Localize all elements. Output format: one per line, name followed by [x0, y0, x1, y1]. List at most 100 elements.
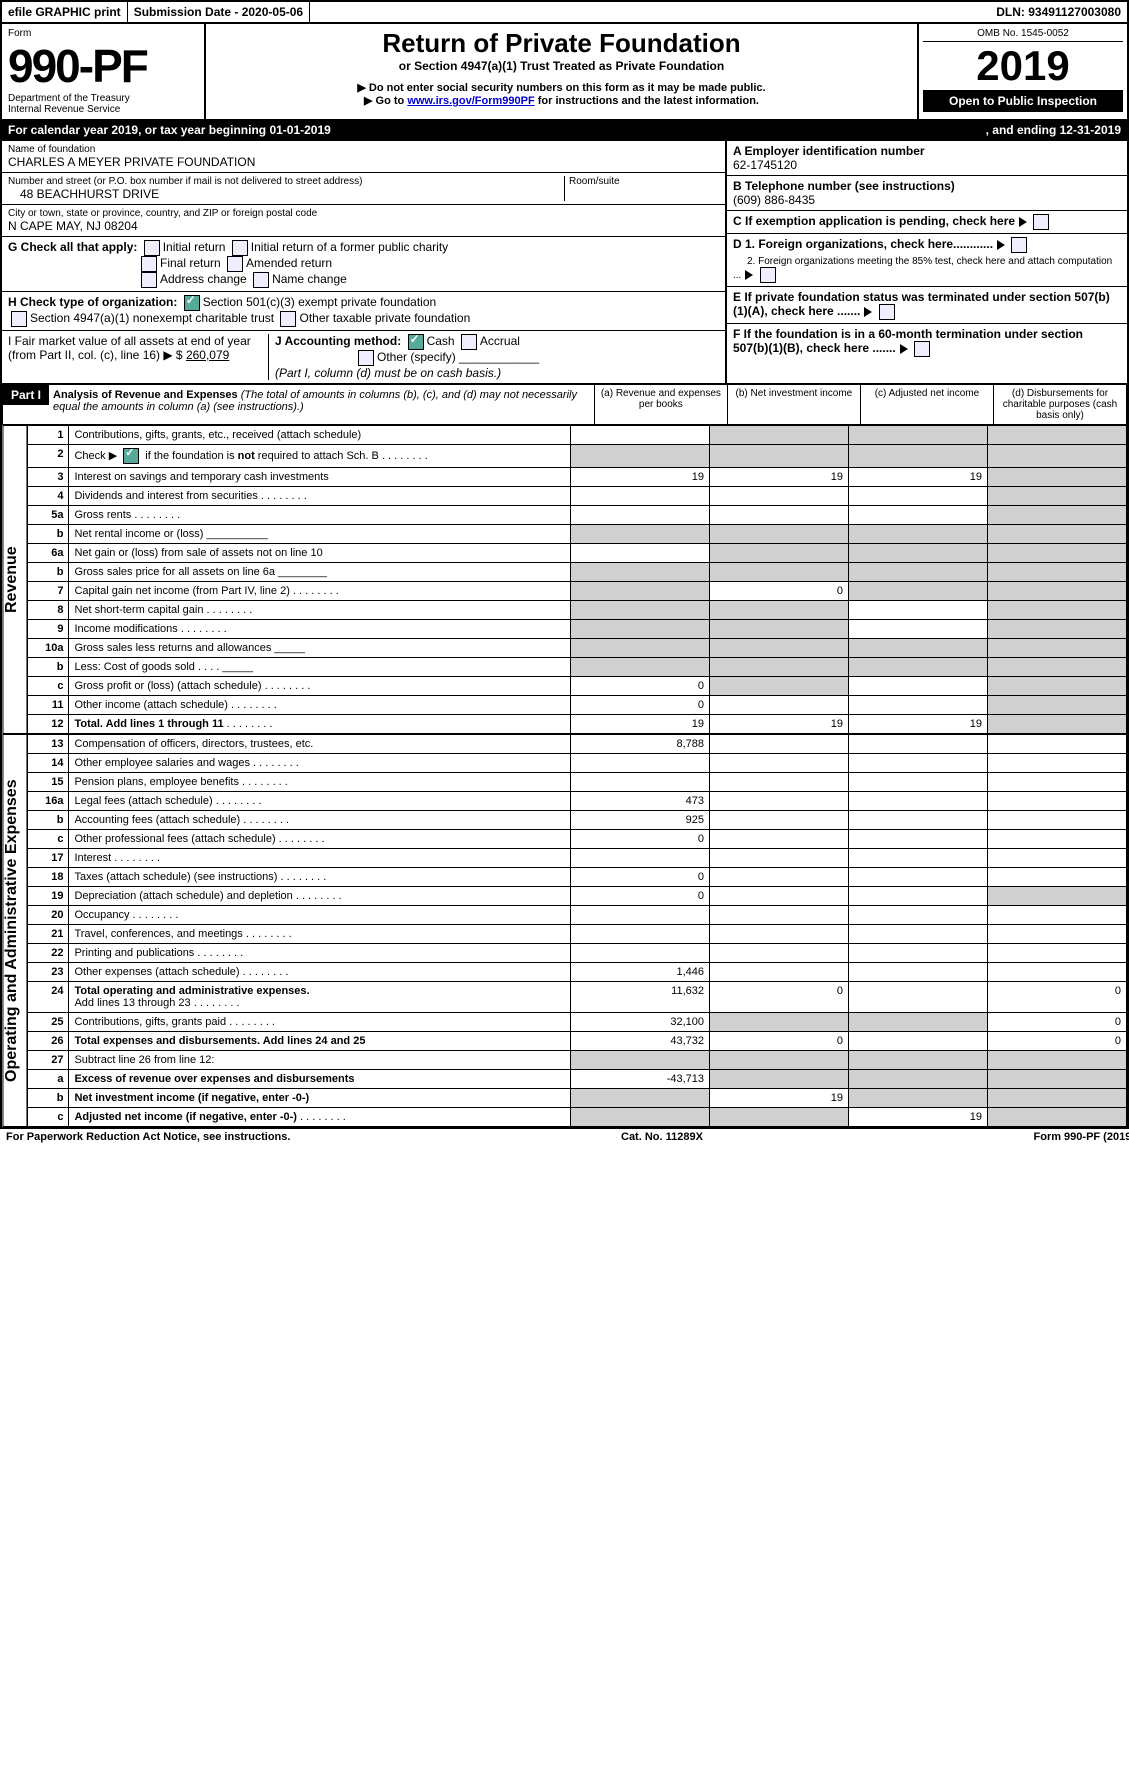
- arrow-icon: [997, 240, 1005, 250]
- r26: Total expenses and disbursements. Add li…: [69, 1032, 571, 1051]
- chk-other-acct[interactable]: [358, 350, 374, 366]
- col-d: (d) Disbursements for charitable purpose…: [993, 385, 1126, 424]
- city-val: N CAPE MAY, NJ 08204: [8, 219, 719, 233]
- street: 48 BEACHHURST DRIVE: [8, 187, 564, 201]
- chk-other-tax[interactable]: [280, 311, 296, 327]
- r16cv: 0: [571, 830, 710, 849]
- r21: Travel, conferences, and meetings: [69, 925, 571, 944]
- a-lbl: A Employer identification number: [733, 144, 925, 158]
- b-lbl: B Telephone number (see instructions): [733, 179, 955, 193]
- chk-name-change[interactable]: [253, 272, 269, 288]
- addr-lbl: Number and street (or P.O. box number if…: [8, 176, 564, 187]
- j-lbl: J Accounting method:: [275, 334, 401, 348]
- r24d: 0: [988, 982, 1127, 1013]
- g-o4: Amended return: [246, 256, 332, 270]
- r15: Pension plans, employee benefits: [69, 773, 571, 792]
- r10b: Less: Cost of goods sold . . . . _____: [69, 658, 571, 677]
- h-o3: Other taxable private foundation: [299, 311, 470, 325]
- chk-schb[interactable]: [123, 448, 139, 464]
- part1-title: Analysis of Revenue and Expenses: [53, 389, 238, 401]
- r25d: 0: [988, 1013, 1127, 1032]
- r4: Dividends and interest from securities: [69, 487, 571, 506]
- irs: Internal Revenue Service: [8, 104, 198, 115]
- r16av: 473: [571, 792, 710, 811]
- r16a: Legal fees (attach schedule): [69, 792, 571, 811]
- chk-addr-change[interactable]: [141, 272, 157, 288]
- chk-initial[interactable]: [144, 240, 160, 256]
- name-lbl: Name of foundation: [8, 144, 719, 155]
- r8: Net short-term capital gain: [69, 601, 571, 620]
- revenue-block: Revenue 1Contributions, gifts, grants, e…: [2, 425, 1127, 734]
- chk-amended[interactable]: [227, 256, 243, 272]
- irs-link[interactable]: www.irs.gov/Form990PF: [407, 95, 534, 107]
- form-subtitle: or Section 4947(a)(1) Trust Treated as P…: [210, 59, 913, 73]
- r27b: Net investment income (if negative, ente…: [69, 1089, 571, 1108]
- r26a: 43,732: [571, 1032, 710, 1051]
- foot-a: For Paperwork Reduction Act Notice, see …: [6, 1131, 290, 1143]
- note2b: for instructions and the latest informat…: [535, 95, 759, 107]
- r20: Occupancy: [69, 906, 571, 925]
- d2: 2. Foreign organizations meeting the 85%…: [733, 256, 1112, 281]
- r10a: Gross sales less returns and allowances …: [69, 639, 571, 658]
- r23v: 1,446: [571, 963, 710, 982]
- chk-final[interactable]: [141, 256, 157, 272]
- r27av: -43,713: [571, 1070, 710, 1089]
- r10cv: 0: [571, 677, 710, 696]
- r16bv: 925: [571, 811, 710, 830]
- r13: Compensation of officers, directors, tru…: [69, 735, 571, 754]
- phone: (609) 886-8435: [733, 193, 815, 207]
- chk-501c3[interactable]: [184, 295, 200, 311]
- foundation-name: CHARLES A MEYER PRIVATE FOUNDATION: [8, 155, 719, 169]
- r11v: 0: [571, 696, 710, 715]
- r23: Other expenses (attach schedule): [69, 963, 571, 982]
- chk-accrual[interactable]: [461, 334, 477, 350]
- g-o6: Name change: [272, 272, 347, 286]
- c-lbl: C If exemption application is pending, c…: [733, 214, 1015, 228]
- r26d: 0: [988, 1032, 1127, 1051]
- chk-cash[interactable]: [408, 334, 424, 350]
- note2a: ▶ Go to: [364, 95, 407, 107]
- r25a: 32,100: [571, 1013, 710, 1032]
- r11: Other income (attach schedule): [69, 696, 571, 715]
- form-code: 990-PF: [8, 39, 198, 93]
- r12b: 19: [710, 715, 849, 734]
- i-val: 260,079: [186, 348, 229, 362]
- form-word: Form: [8, 28, 198, 39]
- r12: Total. Add lines 1 through 11: [69, 715, 571, 734]
- f-lbl: F If the foundation is in a 60-month ter…: [733, 327, 1083, 355]
- note1: ▶ Do not enter social security numbers o…: [210, 81, 913, 94]
- r6b: Gross sales price for all assets on line…: [69, 563, 571, 582]
- r26b: 0: [710, 1032, 849, 1051]
- h-lbl: H Check type of organization:: [8, 295, 177, 309]
- r10c: Gross profit or (loss) (attach schedule): [69, 677, 571, 696]
- submission-date: Submission Date - 2020-05-06: [128, 2, 310, 22]
- j-o3: Other (specify): [377, 350, 456, 364]
- h-o2: Section 4947(a)(1) nonexempt charitable …: [30, 311, 274, 325]
- r16b: Accounting fees (attach schedule): [69, 811, 571, 830]
- r19: Depreciation (attach schedule) and deple…: [69, 887, 571, 906]
- j-o1: Cash: [427, 334, 455, 348]
- r3: Interest on savings and temporary cash i…: [69, 468, 571, 487]
- r17: Interest: [69, 849, 571, 868]
- chk-c[interactable]: [1033, 214, 1049, 230]
- chk-4947[interactable]: [11, 311, 27, 327]
- city-lbl: City or town, state or province, country…: [8, 208, 719, 219]
- cal-b: , and ending 12-31-2019: [986, 123, 1121, 137]
- g-o1: Initial return: [163, 240, 226, 254]
- r7: Capital gain net income (from Part IV, l…: [69, 582, 571, 601]
- d1: D 1. Foreign organizations, check here..…: [733, 237, 993, 251]
- h-o1: Section 501(c)(3) exempt private foundat…: [203, 295, 436, 309]
- open-inspection: Open to Public Inspection: [923, 90, 1123, 112]
- r27c: Adjusted net income (if negative, enter …: [69, 1108, 571, 1127]
- r24b: 0: [710, 982, 849, 1013]
- chk-d2[interactable]: [760, 267, 776, 283]
- chk-initial-former[interactable]: [232, 240, 248, 256]
- cal-a: For calendar year 2019, or tax year begi…: [8, 123, 331, 137]
- r18: Taxes (attach schedule) (see instruction…: [69, 868, 571, 887]
- chk-f[interactable]: [914, 341, 930, 357]
- chk-d1[interactable]: [1011, 237, 1027, 253]
- col-c: (c) Adjusted net income: [860, 385, 993, 424]
- r25: Contributions, gifts, grants paid: [69, 1013, 571, 1032]
- r22: Printing and publications: [69, 944, 571, 963]
- chk-e[interactable]: [879, 304, 895, 320]
